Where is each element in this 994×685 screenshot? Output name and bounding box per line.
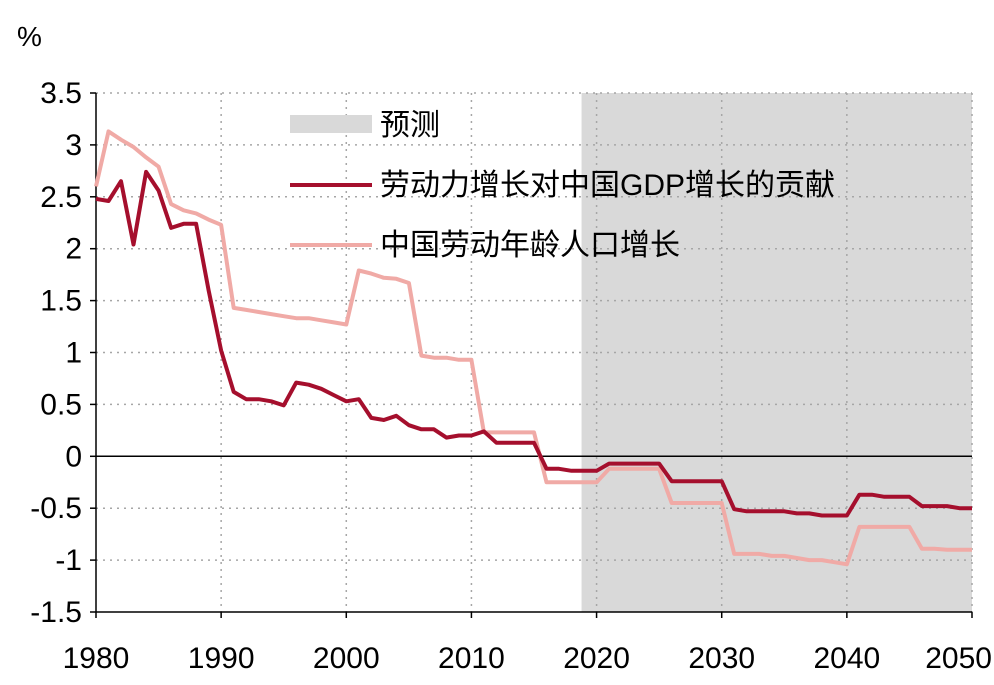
legend: 预测 劳动力增长对中国GDP增长的贡献 中国劳动年龄人口增长 [290, 109, 835, 262]
y-tick-label: 2 [65, 233, 82, 266]
legend-label-forecast: 预测 [380, 109, 440, 142]
series-line-working-age-growth [94, 129, 972, 567]
x-tick-label: 2020 [563, 642, 630, 675]
y-tick-label: 3.5 [40, 77, 82, 110]
x-tick-label: 1990 [188, 642, 255, 675]
y-tick-label: 0.5 [40, 388, 82, 421]
x-tick-label: 1980 [63, 642, 130, 675]
legend-label-labor-contribution: 劳动力增长对中国GDP增长的贡献 [380, 169, 835, 202]
y-tick-label: 1 [65, 337, 82, 370]
x-tick-label: 2010 [438, 642, 505, 675]
x-tick-label: 2050 [925, 642, 992, 675]
series-line-labor-contribution [95, 169, 972, 518]
y-unit-label: % [17, 21, 42, 52]
y-tick-label: -0.5 [30, 492, 82, 525]
x-tick-label: 2030 [688, 642, 755, 675]
y-tick-label: 1.5 [40, 285, 82, 318]
x-tick-label: 2040 [813, 642, 880, 675]
y-tick-label: 0 [65, 440, 82, 473]
y-tick-label: 2.5 [40, 181, 82, 214]
x-tick-label: 2000 [313, 642, 380, 675]
series-lines [94, 129, 972, 567]
legend-label-working-age-growth: 中国劳动年龄人口增长 [380, 229, 680, 262]
tick-labels: 3.5 3 2.5 2 1.5 1 0.5 0 -0.5 -1 -1.5 1980 1990 2000 20… [30, 77, 992, 675]
y-tick-label: -1 [55, 544, 82, 577]
y-tick-label: -1.5 [30, 596, 82, 629]
legend-swatch-forecast [290, 115, 372, 133]
y-tick-label: 3 [65, 129, 82, 162]
